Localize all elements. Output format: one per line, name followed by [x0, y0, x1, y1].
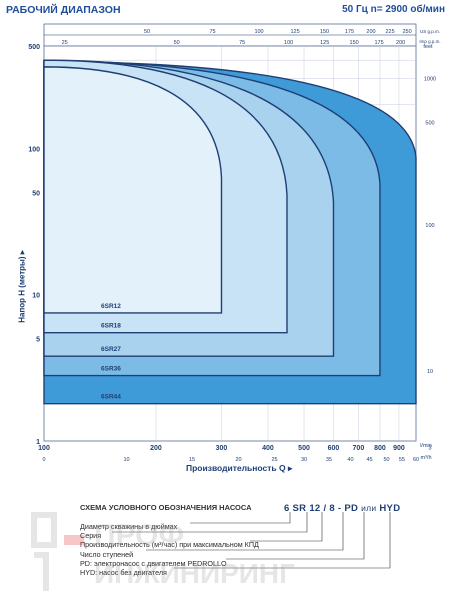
imp-unit-label: Imp g.p.m.: [419, 39, 440, 44]
code-stages: 8: [329, 503, 335, 514]
us-tick-label: 125: [290, 29, 299, 35]
imp-tick-label: 25: [62, 40, 68, 46]
m3h-tick-label: 10: [123, 457, 129, 463]
us-tick-label: 250: [402, 29, 411, 35]
bottom-unit-label: l/min: [420, 443, 432, 449]
curve-label-6sr12: 6SR12: [101, 303, 121, 310]
m3h-unit-label: m³/h: [421, 455, 432, 461]
left-tick-label: 500: [28, 44, 40, 51]
watermark-line1: ПРОФ: [94, 519, 184, 552]
bottom-tick-label: 600: [328, 445, 340, 452]
legend-row-hyd: HYD: насос без двигателя: [80, 567, 167, 577]
bottom-tick-label: 700: [353, 445, 365, 452]
bottom-tick-label: 100: [38, 445, 50, 452]
frequency-label: 50 Гц n= 2900 об/мин: [342, 4, 445, 15]
legend-row-stages: Число ступеней: [80, 549, 134, 559]
legend-row-series: Серия: [80, 531, 102, 541]
us-tick-label: 100: [254, 29, 263, 35]
bottom-tick-label: 200: [150, 445, 162, 452]
y-axis-title: Напор H (метры) ▸: [17, 250, 27, 323]
legend-row-pd: PD: электронасос с двигателем PEDROLLO: [80, 558, 227, 568]
imp-tick-label: 125: [320, 40, 329, 46]
left-tick-label: 1: [36, 439, 40, 446]
m3h-tick-label: 45: [366, 457, 372, 463]
code-capacity: 12: [309, 503, 321, 514]
left-tick-label: 5: [36, 337, 40, 344]
us-tick-label: 200: [366, 29, 375, 35]
m3h-tick-label: 50: [383, 457, 389, 463]
feet-tick-label: 10: [427, 369, 433, 375]
feet-tick-label: 100: [425, 223, 434, 229]
m3h-tick-label: 40: [347, 457, 353, 463]
curve-area-6sr12: [43, 66, 223, 314]
code-series: SR: [292, 503, 307, 514]
bottom-tick-label: 400: [262, 445, 274, 452]
left-tick-label: 50: [32, 190, 40, 197]
code-or: или: [361, 503, 377, 513]
code-pd: PD: [344, 503, 359, 514]
code-slash: /: [323, 503, 327, 514]
m3h-tick-label: 20: [235, 457, 241, 463]
m3h-tick-label: 25: [271, 457, 277, 463]
curve-label-6sr36: 6SR36: [101, 366, 121, 373]
watermark-line2: ИНЖИНИРИНГ: [94, 558, 295, 589]
bottom-tick-label: 300: [216, 445, 228, 452]
curve-label-6sr18: 6SR18: [101, 323, 121, 330]
bottom-tick-label: 800: [374, 445, 386, 452]
curve-label-6sr44: 6SR44: [101, 394, 121, 401]
feet-unit-label: feet: [423, 44, 433, 50]
feet-tick-label: 3: [428, 446, 431, 452]
imp-tick-label: 175: [374, 40, 383, 46]
us-tick-label: 75: [210, 29, 216, 35]
us-tick-label: 175: [345, 29, 354, 35]
m3h-tick-label: 35: [326, 457, 332, 463]
imp-tick-label: 75: [239, 40, 245, 46]
us-tick-label: 225: [385, 29, 394, 35]
feet-tick-label: 500: [425, 121, 434, 127]
us-tick-label: 150: [320, 29, 329, 35]
bottom-tick-label: 900: [393, 445, 405, 452]
feet-tick-label: 1000: [424, 76, 436, 82]
m3h-tick-label: 55: [399, 457, 405, 463]
imp-tick-label: 200: [396, 40, 405, 46]
left-tick-label: 10: [32, 293, 40, 300]
bottom-tick-label: 500: [298, 445, 310, 452]
imp-tick-label: 150: [350, 40, 359, 46]
m3h-tick-label: 15: [189, 457, 195, 463]
watermark-logo: ПРОФ ИНЖИНИРИНГ: [31, 512, 295, 591]
left-tick-label: 100: [28, 146, 40, 153]
code-diameter: 6: [284, 503, 290, 514]
imp-tick-label: 100: [284, 40, 293, 46]
us-tick-label: 50: [144, 29, 150, 35]
us-unit-label: US g.p.m.: [420, 29, 440, 34]
m3h-tick-label: 0: [42, 457, 45, 463]
model-code: 6 SR 12 / 8 - PD или HYD: [284, 503, 400, 514]
imp-tick-label: 50: [174, 40, 180, 46]
m3h-tick-label: 60: [413, 457, 419, 463]
code-hyd: HYD: [379, 503, 401, 514]
m3h-tick-label: 30: [301, 457, 307, 463]
performance-chart: 6SR446SR366SR276SR186SR12500100501051100…: [28, 23, 441, 463]
curve-label-6sr27: 6SR27: [101, 346, 121, 353]
page-title: РАБОЧИЙ ДИАПАЗОН: [6, 4, 121, 16]
x-axis-title: Производительность Q ▸: [186, 463, 293, 473]
code-dash: -: [337, 503, 342, 514]
legend-title: СХЕМА УСЛОВНОГО ОБОЗНАЧЕНИЯ НАСОСА: [80, 503, 252, 512]
